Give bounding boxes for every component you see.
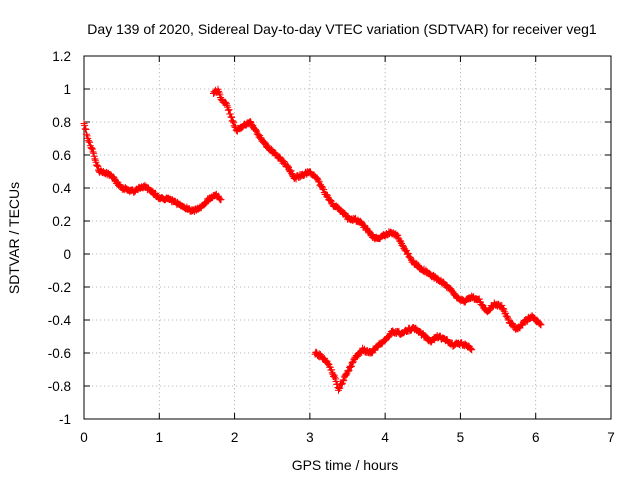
y-tick-label: -1 bbox=[59, 412, 71, 427]
data-point bbox=[89, 148, 97, 156]
y-tick-label: 0.4 bbox=[52, 181, 71, 196]
data-point bbox=[252, 126, 260, 134]
data-point bbox=[346, 364, 354, 371]
data-point bbox=[93, 162, 101, 170]
x-tick-label: 6 bbox=[532, 430, 540, 445]
data-point bbox=[315, 178, 323, 186]
data-point bbox=[331, 373, 339, 381]
data-point bbox=[284, 163, 292, 171]
data-point bbox=[345, 366, 353, 374]
y-axis-label: SDTVAR / TECUs bbox=[6, 182, 22, 294]
series-arc-1 bbox=[80, 120, 225, 215]
y-tick-label: -0.8 bbox=[48, 379, 71, 394]
data-point bbox=[336, 384, 344, 392]
y-tick-label: 0 bbox=[63, 247, 71, 262]
x-tick-label: 0 bbox=[80, 430, 88, 445]
data-point bbox=[90, 149, 98, 157]
data-point bbox=[317, 351, 324, 359]
data-point bbox=[278, 156, 286, 164]
data-point bbox=[414, 261, 422, 269]
data-point bbox=[228, 113, 236, 121]
data-point bbox=[230, 119, 238, 127]
data-point bbox=[536, 319, 544, 327]
data-point bbox=[87, 144, 95, 152]
data-point bbox=[80, 120, 88, 127]
data-point bbox=[478, 301, 486, 308]
x-tick-label: 4 bbox=[381, 430, 389, 445]
x-tick-label: 3 bbox=[306, 430, 314, 445]
data-point bbox=[93, 161, 101, 169]
data-point bbox=[83, 130, 90, 138]
data-point bbox=[327, 197, 335, 204]
data-point bbox=[320, 186, 328, 194]
grid bbox=[84, 56, 611, 419]
data-point bbox=[347, 362, 355, 370]
series-arc-2 bbox=[210, 85, 545, 333]
data-point bbox=[498, 301, 506, 309]
data-point bbox=[222, 100, 230, 108]
data-point bbox=[81, 125, 89, 133]
y-tick-label: 0.2 bbox=[52, 214, 71, 229]
data-point bbox=[468, 346, 476, 354]
tick-labels: 0 1 2 3 4 5 6 7 -1 -0.8 -0.6 -0.4 -0.2 0 0.2 0.4 0.6 0.8 1… bbox=[48, 49, 615, 445]
y-tick-label: 1 bbox=[63, 82, 71, 97]
data-point bbox=[404, 250, 412, 258]
data-point bbox=[475, 295, 483, 303]
data-point bbox=[230, 122, 238, 130]
data-point bbox=[94, 162, 102, 170]
x-tick-label: 1 bbox=[156, 430, 164, 445]
x-tick-label: 2 bbox=[231, 430, 239, 445]
data-point bbox=[84, 137, 92, 145]
x-tick-label: 5 bbox=[457, 430, 465, 445]
data-point bbox=[344, 367, 352, 375]
data-point bbox=[504, 313, 511, 321]
data-point bbox=[217, 196, 225, 204]
data-point bbox=[224, 106, 232, 114]
data-point bbox=[394, 231, 402, 239]
y-tick-label: -0.4 bbox=[48, 313, 72, 328]
y-tick-label: -0.6 bbox=[48, 346, 71, 361]
data-point bbox=[399, 241, 407, 249]
data-point bbox=[229, 117, 237, 125]
chart-title: Day 139 of 2020, Sidereal Day-to-day VTE… bbox=[87, 21, 597, 37]
series-arc-3 bbox=[311, 324, 476, 394]
axis-ticks bbox=[83, 55, 612, 420]
data-point bbox=[467, 344, 474, 352]
data-point bbox=[226, 110, 234, 118]
data-point bbox=[86, 138, 94, 146]
data-point bbox=[328, 366, 336, 374]
y-tick-label: -0.2 bbox=[48, 280, 71, 295]
data-point bbox=[324, 359, 332, 367]
data-point bbox=[504, 315, 512, 323]
data-point bbox=[81, 121, 89, 129]
y-tick-label: 0.6 bbox=[52, 148, 71, 163]
data-point bbox=[340, 377, 348, 385]
data-point bbox=[88, 144, 96, 152]
data-points bbox=[80, 85, 545, 394]
data-point bbox=[348, 359, 356, 367]
data-point bbox=[215, 87, 223, 95]
plot-frame bbox=[83, 55, 612, 420]
data-point bbox=[228, 117, 236, 125]
y-tick-label: 0.8 bbox=[52, 115, 71, 130]
data-point bbox=[251, 125, 259, 133]
data-point bbox=[82, 126, 90, 133]
data-point bbox=[486, 306, 494, 314]
data-point bbox=[354, 352, 361, 360]
data-point bbox=[339, 376, 347, 384]
y-tick-label: 1.2 bbox=[52, 49, 71, 64]
data-point bbox=[225, 106, 233, 114]
x-tick-label: 7 bbox=[607, 430, 615, 445]
data-point bbox=[91, 155, 99, 163]
x-axis-label: GPS time / hours bbox=[292, 457, 399, 473]
data-point bbox=[537, 321, 545, 329]
data-point bbox=[216, 195, 224, 203]
